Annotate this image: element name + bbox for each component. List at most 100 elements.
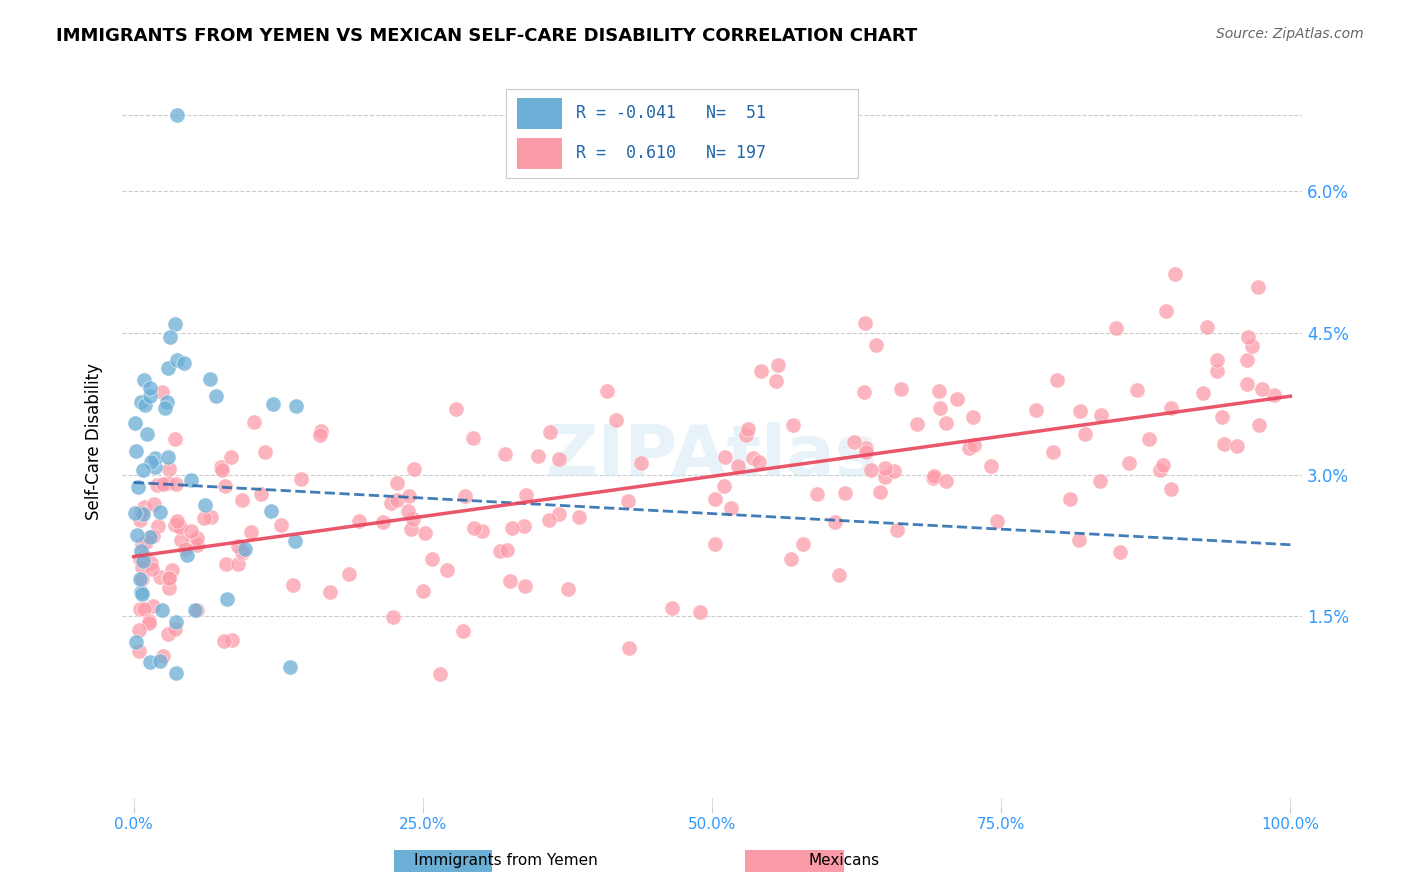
Point — [160, 563, 183, 577]
Point — [129, 513, 152, 527]
Point — [250, 486, 273, 500]
Point — [928, 401, 950, 415]
Point — [735, 428, 758, 442]
Point — [557, 582, 579, 597]
Point — [859, 463, 882, 477]
Point — [704, 537, 727, 551]
Point — [138, 614, 160, 628]
Point — [166, 353, 188, 368]
Point — [131, 587, 153, 601]
Point — [226, 539, 249, 553]
Point — [131, 560, 153, 574]
Point — [186, 532, 208, 546]
Point — [1088, 475, 1111, 489]
Point — [152, 649, 174, 664]
Point — [215, 591, 238, 606]
Point — [139, 655, 162, 669]
Point — [262, 397, 284, 411]
Point — [138, 530, 160, 544]
Point — [1160, 482, 1182, 496]
Point — [661, 601, 683, 615]
Point — [742, 451, 765, 466]
Point — [853, 316, 876, 330]
Point — [499, 574, 522, 588]
Point — [568, 510, 591, 524]
Point — [792, 537, 814, 551]
Point — [243, 415, 266, 429]
Point — [412, 583, 434, 598]
Point — [193, 511, 215, 525]
Text: Mexicans: Mexicans — [808, 854, 879, 868]
Point — [132, 463, 155, 477]
Point — [513, 579, 536, 593]
Point — [157, 581, 180, 595]
Point — [399, 522, 422, 536]
Point — [200, 509, 222, 524]
Point — [538, 425, 561, 439]
Point — [630, 456, 652, 470]
Point — [396, 504, 419, 518]
Point — [253, 445, 276, 459]
Point — [132, 373, 155, 387]
Point — [420, 552, 443, 566]
Point — [1236, 376, 1258, 391]
Point — [349, 514, 371, 528]
Point — [214, 479, 236, 493]
Point — [141, 562, 163, 576]
Point — [855, 442, 877, 456]
Point — [136, 426, 159, 441]
Point — [714, 450, 737, 465]
Point — [373, 516, 395, 530]
Point — [165, 476, 187, 491]
Point — [214, 633, 236, 648]
Point — [595, 384, 617, 399]
Point — [270, 517, 292, 532]
Point — [1247, 279, 1270, 293]
Point — [526, 450, 548, 464]
Point — [165, 622, 187, 636]
Point — [134, 602, 156, 616]
Point — [138, 615, 160, 630]
Point — [143, 459, 166, 474]
Point — [1046, 373, 1069, 387]
Point — [1069, 403, 1091, 417]
Point — [318, 585, 340, 599]
Point — [605, 413, 627, 427]
Point — [957, 441, 980, 455]
Point — [852, 385, 875, 400]
Point — [1226, 439, 1249, 453]
Point — [1149, 463, 1171, 477]
Point — [173, 542, 195, 557]
FancyBboxPatch shape — [517, 138, 562, 169]
Point — [165, 615, 187, 629]
Point — [451, 624, 474, 639]
Point — [1105, 321, 1128, 335]
Point — [290, 472, 312, 486]
Point — [169, 520, 191, 534]
Point — [308, 428, 330, 442]
Point — [905, 417, 928, 432]
Point — [149, 570, 172, 584]
Point — [167, 517, 190, 532]
Point — [139, 381, 162, 395]
Point — [962, 438, 984, 452]
Point — [149, 505, 172, 519]
Point — [186, 538, 208, 552]
Point — [501, 521, 523, 535]
Point — [704, 491, 727, 506]
Point — [165, 666, 187, 681]
Point — [132, 554, 155, 568]
Point — [1152, 458, 1174, 472]
Point — [131, 395, 153, 409]
Point — [131, 536, 153, 550]
Point — [886, 523, 908, 537]
Point — [855, 444, 877, 458]
Point — [986, 514, 1008, 528]
Point — [170, 533, 193, 547]
Point — [134, 398, 156, 412]
Point — [132, 507, 155, 521]
Point — [935, 416, 957, 430]
Point — [284, 399, 307, 413]
Point — [125, 527, 148, 541]
Point — [128, 643, 150, 657]
